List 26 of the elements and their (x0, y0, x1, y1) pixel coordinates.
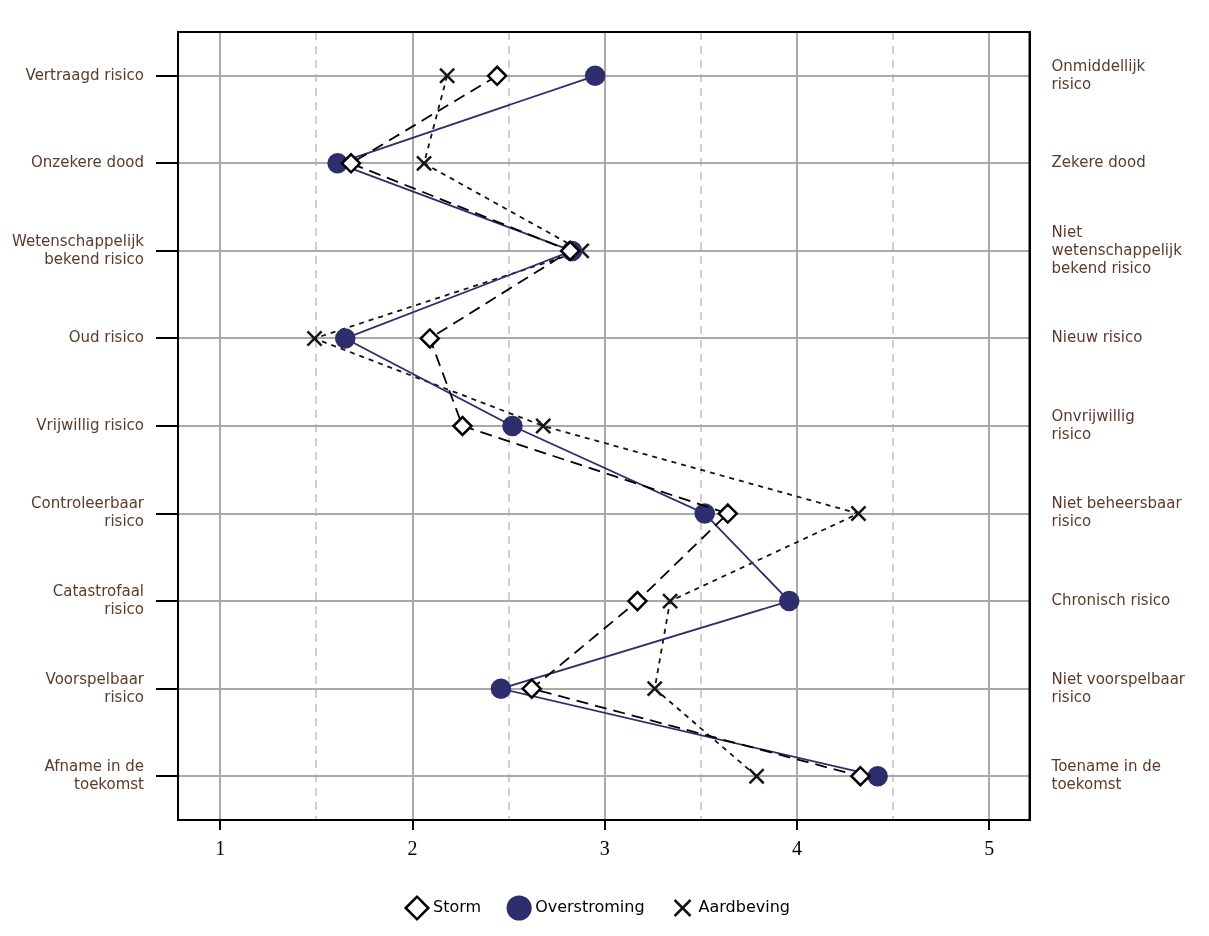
y-tick-label: Afname in de toekomst (44, 757, 145, 794)
legend-label: Overstroming (535, 897, 645, 917)
y2-tick-label: Nieuw risico (1051, 328, 1143, 347)
y2-tick-label: Niet voorspelbaar risico (1051, 669, 1186, 706)
y2-tick-label: Onvrijwillig risico (1051, 406, 1135, 443)
y-tick-label: Catastrofaal risico (52, 582, 145, 618)
legend-label: Aardbeving (698, 897, 790, 917)
x-tick-label: 4 (791, 837, 802, 860)
y2-tick-label: Chronisch risico (1051, 591, 1171, 609)
y2-tick-label: Niet beheersbaar risico (1051, 494, 1183, 531)
y-tick-label: Vertraagd risico (25, 65, 145, 84)
x-tick-label: 2 (407, 837, 418, 860)
y-tick-label: Voorspelbaar risico (45, 669, 145, 706)
x-tick-label: 1 (215, 837, 226, 860)
y-tick-label: Onzekere dood (30, 153, 145, 172)
x-tick-label: 5 (984, 837, 995, 860)
y-tick-label: Vrijwillig risico (36, 415, 145, 434)
y2-tick-label: Toename in de toekomst (1050, 757, 1162, 794)
y2-tick-label: Onmiddellijk risico (1051, 56, 1146, 93)
y2-tick-label: Zekere dood (1051, 153, 1146, 172)
y-tick-label: Wetenschappelijk bekend risico (11, 231, 145, 268)
legend-label: Storm (433, 897, 482, 917)
y2-tick-label: Niet wetenschappelijk bekend risico (1051, 222, 1183, 277)
x-tick-label: 3 (599, 837, 610, 860)
y-tick-label: Controleerbaar risico (31, 494, 145, 531)
y-tick-label: Oud risico (68, 328, 145, 347)
